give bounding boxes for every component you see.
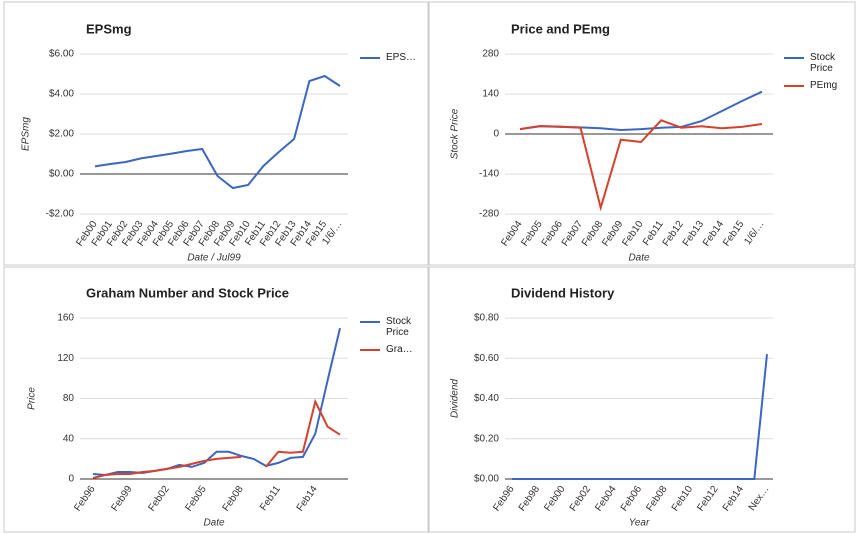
legend-item: EPS… [360,52,430,63]
y-tick-label: 40 [63,433,75,444]
y-tick-label: -$2.00 [46,209,75,220]
legend-label: PEmg [810,80,838,91]
y-tick-label: $0.00 [49,169,74,180]
legend-item: Gra… [360,344,430,355]
y-tick-label: 80 [63,393,75,404]
y-tick-label: $6.00 [49,49,74,60]
legend-swatch [360,57,380,59]
y-tick-label: -140 [479,169,499,180]
chart-title: Graham Number and Stock Price [86,285,289,300]
y-tick-label: 280 [482,49,499,60]
series-line [512,354,768,480]
x-axis-label: Year [629,518,650,529]
y-tick-label: $0.40 [474,393,499,404]
chart-title: EPSmg [86,21,132,36]
y-tick-label: 0 [493,129,499,140]
y-axis-label: EPSmg [21,117,32,151]
y-tick-label: $2.00 [49,129,74,140]
x-axis-label: Date / Jul99 [187,253,241,264]
legend-swatch [360,349,380,351]
y-tick-label: $0.20 [474,433,499,444]
legend-swatch [784,85,804,87]
y-tick-label: $0.80 [474,313,499,324]
legend-label: EPS… [386,52,417,63]
series-line [94,74,341,190]
y-tick-label: $0.60 [474,353,499,364]
panel [428,266,856,533]
y-axis-label: Stock Price [450,108,461,159]
legend-label: Stock Price [810,52,836,74]
legend-item: Stock Price [784,52,854,74]
y-tick-label: 160 [57,313,74,324]
series-line [92,398,341,479]
y-tick-label: -280 [479,209,499,220]
y-axis-label: Price [27,387,38,410]
legend-item: Stock Price [360,316,430,338]
legend: EPS… [360,52,430,69]
panel [3,266,429,533]
y-axis-label: Dividend [450,379,461,418]
y-tick-label: 140 [482,89,499,100]
chart-title: Price and PEmg [511,21,610,36]
legend: Stock Price Gra… [360,316,430,361]
legend-label: Stock Price [386,316,412,338]
chart-title: Dividend History [511,285,615,300]
series-line [519,119,763,212]
y-tick-label: 120 [57,353,74,364]
x-axis-label: Date [203,518,225,529]
legend-swatch [360,321,380,323]
y-tick-label: $4.00 [49,89,74,100]
legend-item: PEmg [784,80,854,91]
legend: Stock Price PEmg [784,52,854,97]
legend-label: Gra… [386,344,413,355]
y-tick-label: $0.00 [474,474,499,485]
x-axis-label: Date [628,253,650,264]
y-tick-label: 0 [68,474,74,485]
legend-swatch [784,57,804,59]
